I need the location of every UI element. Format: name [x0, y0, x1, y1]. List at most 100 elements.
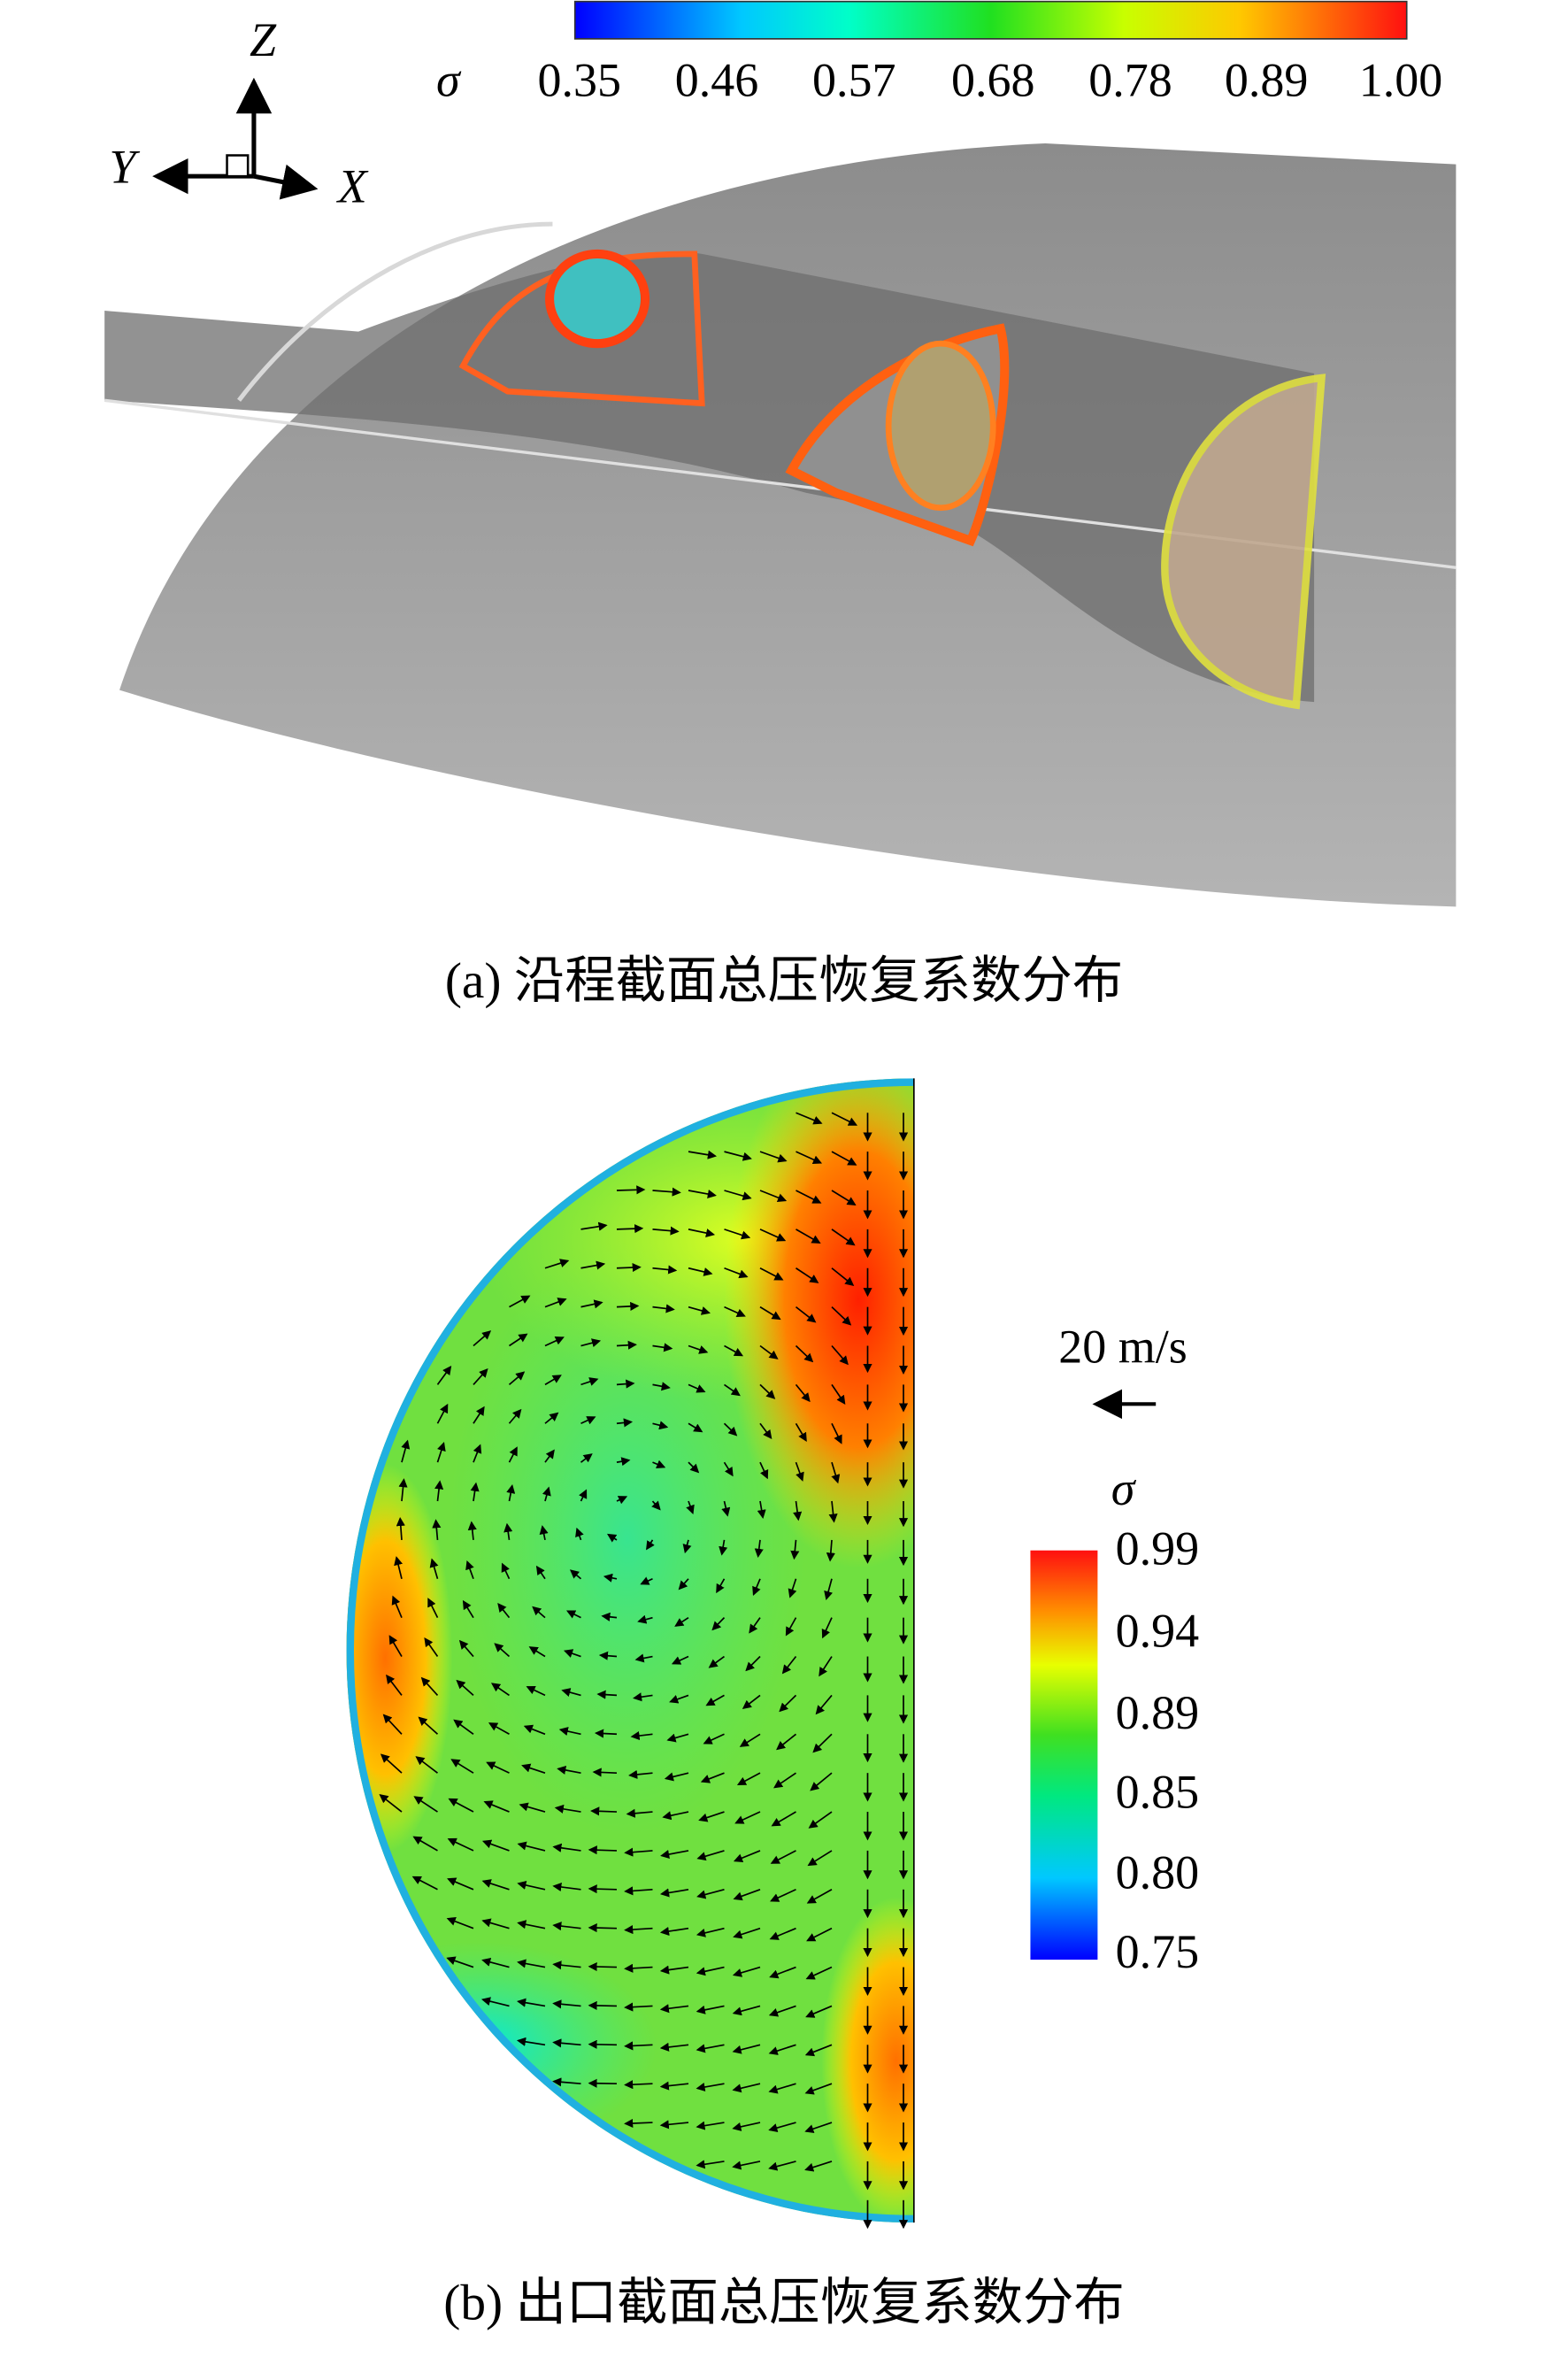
- velocity-vector: [795, 1461, 804, 1482]
- velocity-vector: [805, 1966, 833, 1980]
- velocity-vector: [688, 1150, 718, 1159]
- velocity-vector: [628, 1769, 653, 1779]
- velocity-vector: [575, 1527, 584, 1541]
- velocity-vector: [696, 2082, 725, 2091]
- velocity-vector: [790, 1539, 800, 1560]
- velocity-vector: [634, 1653, 653, 1663]
- velocity-vector: [742, 1694, 761, 1709]
- velocity-vector: [588, 2000, 618, 2010]
- velocity-vector: [806, 1927, 833, 1942]
- velocity-vector: [807, 1850, 833, 1867]
- velocity-vector: [598, 1651, 618, 1660]
- velocity-vector: [669, 1694, 689, 1704]
- velocity-vector: [544, 1336, 565, 1347]
- velocity-vector: [552, 1843, 581, 1852]
- colorbar: [573, 0, 1408, 40]
- velocity-vector: [768, 2005, 796, 2017]
- velocity-vector: [793, 1500, 803, 1521]
- colorbar-tick: 0.75: [1116, 1925, 1200, 1978]
- geometry: [104, 143, 1457, 907]
- velocity-vector: [826, 1539, 835, 1562]
- velocity-vector: [759, 1229, 787, 1242]
- scale-label: 20 m/s: [1058, 1321, 1188, 1374]
- velocity-vector: [759, 1190, 788, 1202]
- velocity-vector: [580, 1453, 593, 1463]
- velocity-vector: [603, 1573, 618, 1583]
- velocity-vector: [831, 1461, 841, 1484]
- velocity-vector: [700, 1772, 725, 1783]
- velocity-vector: [651, 1500, 661, 1511]
- velocity-vector: [781, 1656, 797, 1675]
- velocity-vector: [732, 2083, 761, 2093]
- contour-field: [346, 1078, 914, 2223]
- velocity-vector: [473, 1444, 482, 1463]
- velocity-vector: [779, 1694, 797, 1713]
- velocity-vector: [606, 1533, 618, 1543]
- velocity-vector: [659, 1965, 689, 1975]
- velocity-vector: [795, 1422, 807, 1443]
- velocity-vector: [831, 1383, 846, 1406]
- velocity-vector: [517, 1998, 546, 2007]
- velocity-vector: [688, 1229, 716, 1238]
- velocity-vector: [652, 1304, 675, 1313]
- velocity-vector: [481, 1839, 510, 1852]
- velocity-vector: [696, 1966, 725, 1976]
- velocity-vector: [473, 1406, 485, 1424]
- velocity-vector: [473, 1330, 492, 1347]
- velocity-vector: [821, 1617, 833, 1639]
- velocity-vector: [429, 1558, 439, 1580]
- velocity-vector: [516, 2037, 546, 2046]
- velocity-vector: [660, 1888, 689, 1898]
- velocity-vector: [415, 1756, 438, 1774]
- velocity-vector: [831, 1190, 857, 1205]
- velocity-vector: [652, 1265, 678, 1275]
- velocity-vector: [770, 1889, 796, 1902]
- velocity-vector: [633, 1692, 653, 1702]
- velocity-vector: [724, 1383, 741, 1397]
- velocity-vector: [757, 1500, 766, 1520]
- axis-label: X: [336, 159, 369, 212]
- velocity-vector: [795, 1344, 814, 1363]
- velocity-vector: [420, 1676, 439, 1696]
- velocity-vector: [544, 1259, 570, 1269]
- velocity-vector: [494, 1643, 511, 1658]
- velocity-vector: [759, 1422, 772, 1440]
- colorbar-tick: 0.99: [1116, 1521, 1200, 1575]
- velocity-vector: [601, 1612, 618, 1621]
- velocity-vector: [804, 2122, 833, 2134]
- velocity-vector: [698, 1811, 725, 1822]
- velocity-vector: [724, 1344, 744, 1357]
- velocity-vector: [453, 1719, 474, 1735]
- velocity-vector: [616, 1379, 635, 1389]
- velocity-vector: [588, 1884, 618, 1894]
- panel-a: σ 0.35 0.46 0.57 0.68 0.78 0.89 1.00 Z Y…: [104, 0, 1457, 1009]
- velocity-vector: [552, 1960, 581, 1970]
- velocity-vector: [721, 1500, 731, 1517]
- velocity-vector: [552, 1922, 581, 1931]
- velocity-vector: [386, 1674, 403, 1696]
- velocity-vector: [736, 1772, 761, 1786]
- velocity-vector: [732, 1966, 761, 1977]
- velocity-vector: [745, 1655, 761, 1672]
- velocity-vector: [806, 1889, 833, 1904]
- velocity-vector: [557, 1765, 581, 1775]
- velocity-vector: [831, 1306, 852, 1326]
- velocity-vector: [734, 1811, 761, 1824]
- velocity-vector: [759, 1306, 781, 1321]
- velocity-vector: [768, 2083, 796, 2094]
- caption: (b) 出口截面总压恢复系数分布: [443, 2275, 1125, 2330]
- velocity-vector: [724, 1151, 752, 1161]
- velocity-vector: [732, 2122, 761, 2131]
- velocity-vector: [501, 1562, 511, 1580]
- velocity-vector: [732, 2044, 761, 2054]
- velocity-vector: [688, 1306, 711, 1315]
- velocity-vector: [770, 1850, 796, 1864]
- velocity-vector: [539, 1525, 549, 1541]
- velocity-vector: [580, 1299, 603, 1309]
- colorbar-tick: 0.78: [1088, 54, 1172, 107]
- velocity-vector: [561, 1688, 581, 1697]
- velocity-vector: [579, 1489, 588, 1502]
- velocity-vector: [688, 1267, 713, 1276]
- velocity-vector: [624, 2002, 653, 2012]
- velocity-vector: [804, 2161, 833, 2172]
